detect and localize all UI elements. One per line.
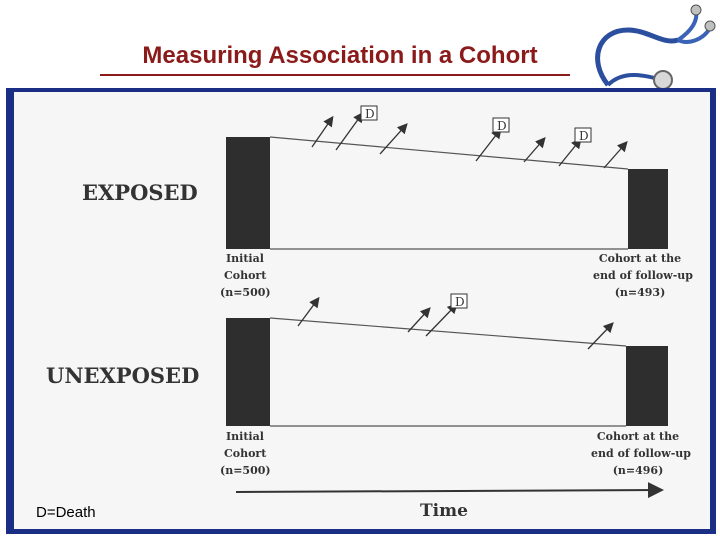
svg-text:Initial: Initial <box>226 252 264 265</box>
exposed-death-marker-3: D <box>574 127 592 143</box>
time-axis-arrow <box>235 482 664 499</box>
svg-text:Cohort: Cohort <box>224 269 267 282</box>
stethoscope-icon <box>595 4 716 90</box>
exposed-final-caption: Cohort at the end of follow-up (n=493) <box>593 252 693 299</box>
unexposed-initial-bar <box>226 318 270 426</box>
svg-text:D: D <box>455 295 465 309</box>
svg-text:Cohort: Cohort <box>224 447 267 460</box>
exposed-initial-caption: Initial Cohort (n=500) <box>220 252 271 299</box>
slide-title: Measuring Association in a Cohort <box>142 42 538 69</box>
exposed-final-bar <box>628 169 668 249</box>
svg-text:Cohort at the: Cohort at the <box>597 430 679 443</box>
unexposed-final-caption: Cohort at the end of follow-up (n=496) <box>591 430 691 477</box>
unexposed-top-line <box>269 317 627 347</box>
unexposed-death-marker: D <box>450 293 468 309</box>
svg-text:(n=496): (n=496) <box>613 464 664 477</box>
svg-text:Initial: Initial <box>226 430 264 443</box>
svg-text:(n=500): (n=500) <box>220 464 271 477</box>
svg-text:D: D <box>579 129 589 143</box>
svg-text:D: D <box>497 119 507 133</box>
exposed-initial-bar <box>226 137 270 249</box>
exposed-death-marker-1: D <box>360 105 378 121</box>
time-label: Time <box>420 501 468 521</box>
exposed-dropout-arrows <box>311 111 628 169</box>
svg-text:end of follow-up: end of follow-up <box>593 269 693 282</box>
legend-death: D=Death <box>36 504 96 521</box>
title-underline <box>100 74 570 76</box>
exposed-death-marker-2: D <box>492 117 510 133</box>
svg-text:(n=500): (n=500) <box>220 286 271 299</box>
svg-text:Cohort at the: Cohort at the <box>599 252 681 265</box>
unexposed-dropout-arrows <box>297 296 614 350</box>
svg-text:(n=493): (n=493) <box>615 286 666 299</box>
unexposed-initial-caption: Initial Cohort (n=500) <box>220 430 271 477</box>
unexposed-final-bar <box>626 346 668 426</box>
svg-text:D: D <box>365 107 375 121</box>
exposed-label: EXPOSED <box>82 180 198 205</box>
unexposed-label: UNEXPOSED <box>46 363 199 388</box>
diagram-panel: EXPOSED D D D Initial Cohort <box>14 92 710 529</box>
svg-text:end of follow-up: end of follow-up <box>591 447 691 460</box>
cohort-diagram: EXPOSED D D D Initial Cohort <box>46 105 693 521</box>
exposed-top-line <box>269 136 629 170</box>
